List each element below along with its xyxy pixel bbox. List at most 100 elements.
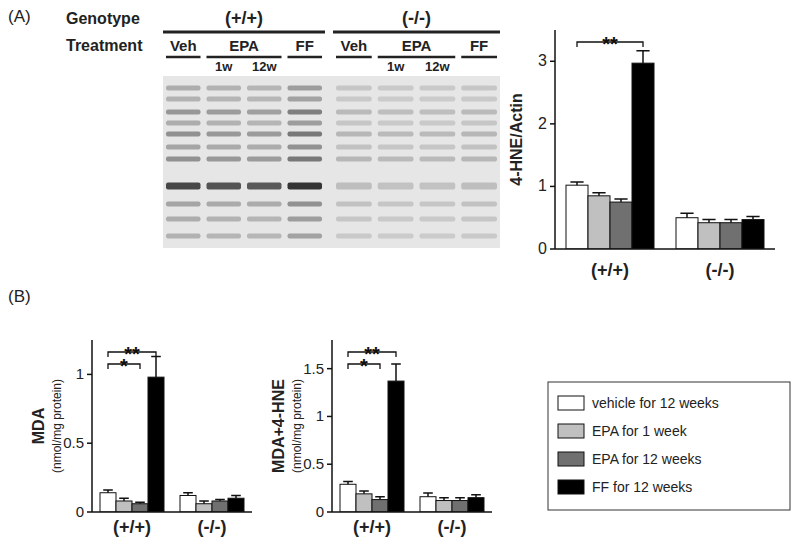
blot-band	[461, 86, 497, 91]
blot-band	[207, 110, 242, 115]
blot-band	[207, 145, 242, 150]
blot-band	[336, 97, 372, 102]
bar	[388, 381, 404, 512]
blot-band	[247, 157, 282, 162]
blot-band	[378, 183, 414, 190]
treatment-label: FF	[296, 37, 314, 54]
blot-band	[461, 157, 497, 162]
row-label: Treatment	[66, 37, 143, 54]
blot-band	[166, 121, 201, 126]
bar	[720, 223, 742, 249]
blot-band	[336, 217, 372, 222]
blot-band	[166, 86, 201, 91]
blot-band	[378, 110, 414, 115]
bar	[180, 495, 196, 512]
error-bar	[614, 199, 627, 202]
blot-band	[288, 157, 323, 162]
treatment-sublabel: 12w	[252, 59, 277, 74]
blot-band	[336, 132, 372, 137]
bar	[566, 185, 588, 249]
treatment-label: FF	[470, 37, 488, 54]
blot-band	[247, 217, 282, 222]
bar	[452, 501, 468, 512]
significance-label: **	[602, 33, 618, 55]
blot-band	[461, 217, 497, 222]
blot-band	[336, 183, 372, 190]
blot-band	[420, 234, 456, 239]
y-tick-label: 0	[538, 240, 547, 257]
error-bar	[183, 493, 193, 496]
blot-band	[336, 157, 372, 162]
blot-band	[166, 132, 201, 137]
blot-band	[166, 234, 201, 239]
error-bar	[471, 495, 481, 498]
blot-band	[288, 86, 323, 91]
blot-band	[461, 202, 497, 207]
bar	[588, 196, 610, 249]
x-axis	[92, 511, 252, 513]
y-tick-label: 3	[538, 52, 547, 69]
genotype-label: (+/+)	[225, 8, 263, 28]
y-tick-label: 0	[76, 503, 84, 520]
error-bar	[151, 357, 161, 378]
blot-band	[336, 234, 372, 239]
blot-band	[461, 234, 497, 239]
y-tick	[550, 123, 555, 125]
blot-band	[420, 217, 456, 222]
error-bar	[119, 498, 129, 501]
treatment-underline	[336, 56, 372, 59]
treatment-underline	[166, 56, 201, 59]
legend-box	[548, 382, 790, 510]
blot-band	[378, 86, 414, 91]
genotype-underline	[333, 31, 500, 34]
legend-label: EPA for 12 weeks	[592, 451, 701, 467]
legend-swatch	[558, 480, 584, 494]
error-bar	[592, 193, 605, 196]
blot-band	[207, 202, 242, 207]
error-bar	[636, 51, 649, 64]
y-tick-label: 1	[316, 407, 324, 424]
error-bar	[570, 182, 583, 185]
blot-band	[461, 145, 497, 150]
y-axis	[554, 30, 556, 249]
blot-band	[247, 183, 282, 190]
plot-marks	[566, 51, 764, 249]
y-tick	[550, 248, 555, 250]
bar	[610, 202, 632, 249]
blot-band	[420, 97, 456, 102]
significance-label: *	[120, 355, 128, 377]
blot-band	[166, 97, 201, 102]
bar	[132, 504, 148, 512]
blot-band	[420, 145, 456, 150]
blot-band	[288, 97, 323, 102]
blot-band	[288, 145, 323, 150]
bar	[698, 223, 720, 249]
blot-band	[461, 97, 497, 102]
bar	[468, 498, 484, 512]
blot-band	[336, 145, 372, 150]
y-tick	[550, 186, 555, 188]
blot-band	[461, 183, 497, 190]
treatment-underline	[207, 56, 282, 59]
y-axis-label: MDA+4-HNE	[270, 379, 287, 473]
blot-band	[247, 202, 282, 207]
blot-band	[378, 97, 414, 102]
y-tick	[550, 61, 555, 63]
blot-band	[378, 145, 414, 150]
bar	[632, 63, 654, 249]
blot-band	[207, 132, 242, 137]
bar-chart: 00.511.5(+/+)(-/-)MDA+4-HNE(nmol/mg prot…	[270, 340, 492, 537]
category-label: (-/-)	[706, 260, 735, 280]
y-axis-label: MDA	[30, 407, 47, 444]
genotype-underline	[163, 31, 325, 34]
blot-band	[207, 157, 242, 162]
blot-band	[166, 183, 201, 190]
error-bar	[746, 216, 759, 219]
blot-band	[420, 202, 456, 207]
bar	[100, 493, 116, 512]
legend-swatch	[558, 452, 584, 466]
category-label: (+/+)	[353, 517, 391, 537]
legend-swatch	[558, 424, 584, 438]
y-tick-label: 1	[76, 365, 84, 382]
panel-label: (B)	[8, 287, 31, 306]
